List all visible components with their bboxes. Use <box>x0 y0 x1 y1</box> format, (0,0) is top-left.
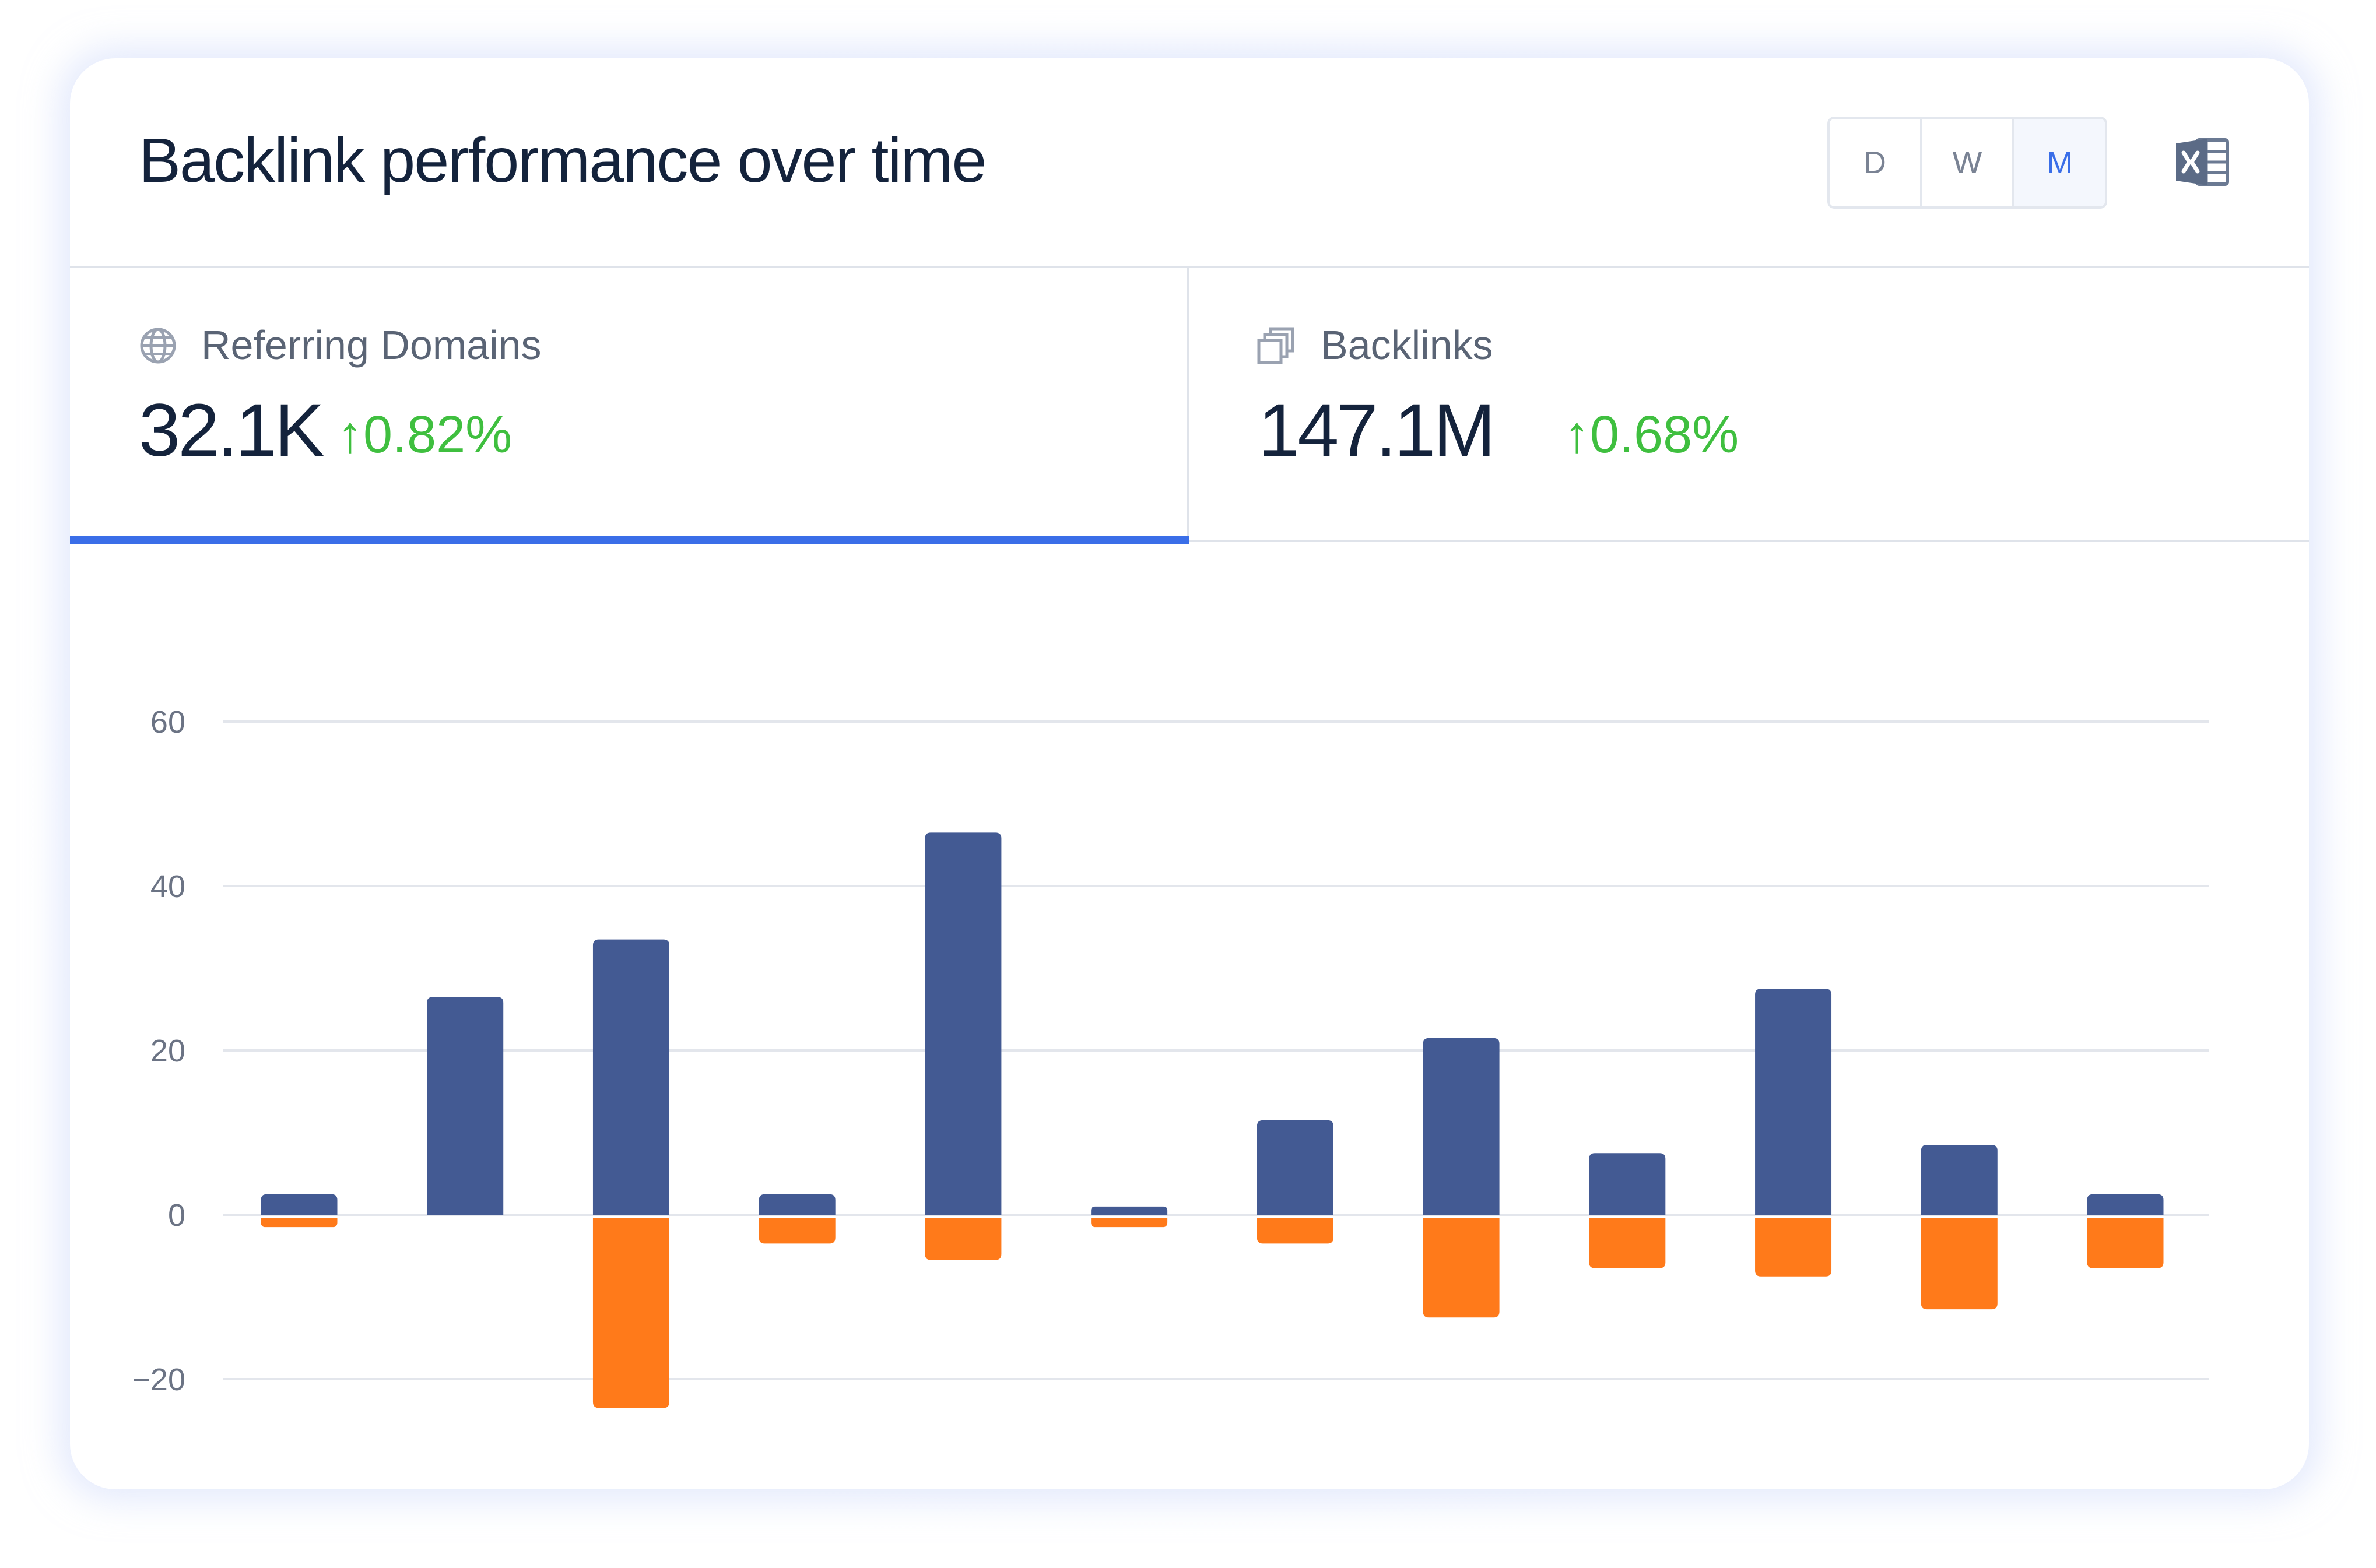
tab-backlinks[interactable]: Backlinks 147.1M ↑0.68% <box>1189 268 2309 542</box>
period-month-button[interactable]: M <box>2014 119 2105 206</box>
lost-bar <box>261 1218 338 1228</box>
lost-bar <box>759 1218 836 1244</box>
tab-referring-domains[interactable]: Referring Domains 32.1K ↑0.82% <box>70 268 1189 544</box>
gained-bar <box>592 939 669 1215</box>
y-tick-label: 0 <box>168 1198 185 1233</box>
gained-bar <box>427 997 504 1215</box>
active-tab-indicator <box>70 536 1189 544</box>
globe-icon <box>140 328 176 364</box>
lost-bar <box>925 1218 1002 1260</box>
lost-bar <box>1091 1218 1168 1228</box>
gained-bar <box>1257 1120 1333 1215</box>
gained-bar <box>1755 989 1832 1215</box>
backlink-performance-card: Backlink performance over time D W M <box>70 58 2309 1489</box>
period-day-button[interactable]: D <box>1830 119 1922 206</box>
period-week-button[interactable]: W <box>1922 119 2015 206</box>
gained-bar <box>925 832 1002 1215</box>
lost-bar <box>2087 1218 2164 1268</box>
lost-bar <box>1257 1218 1333 1244</box>
excel-icon[interactable] <box>2174 135 2230 189</box>
gained-bar <box>2087 1194 2164 1215</box>
metric-tabs: Referring Domains 32.1K ↑0.82% Backlinks… <box>70 268 2309 544</box>
backlinks-change: ↑0.68% <box>1564 406 1739 464</box>
card-title: Backlink performance over time <box>139 125 987 195</box>
lost-bar <box>1755 1218 1832 1277</box>
lost-bar <box>1589 1218 1666 1268</box>
y-tick-label: 40 <box>150 869 185 904</box>
lost-bar <box>1921 1218 1998 1310</box>
y-tick-label: 20 <box>150 1033 185 1068</box>
arrow-up-icon: ↑ <box>337 406 363 464</box>
backlinks-value: 147.1M <box>1258 389 1496 472</box>
y-tick-label: 60 <box>150 705 185 740</box>
lost-bar <box>1423 1218 1500 1318</box>
arrow-up-icon: ↑ <box>1564 406 1590 464</box>
tab-label-backlinks: Backlinks <box>1321 322 1493 368</box>
tab-label-referring-domains: Referring Domains <box>201 322 542 368</box>
lost-bar <box>592 1218 669 1408</box>
gained-bar <box>261 1194 338 1215</box>
gained-bar <box>1589 1153 1666 1215</box>
gained-bar <box>1921 1145 1998 1215</box>
card-header: Backlink performance over time D W M <box>70 58 2309 268</box>
referring-domains-value: 32.1K <box>139 389 324 472</box>
y-tick-label: −20 <box>132 1362 185 1397</box>
gained-bar <box>1091 1206 1168 1215</box>
referring-domains-change: ↑0.82% <box>337 406 513 464</box>
period-selector: D W M <box>1827 117 2107 209</box>
copy-icon <box>1257 327 1294 364</box>
gained-bar <box>759 1194 836 1215</box>
gained-bar <box>1423 1038 1500 1215</box>
